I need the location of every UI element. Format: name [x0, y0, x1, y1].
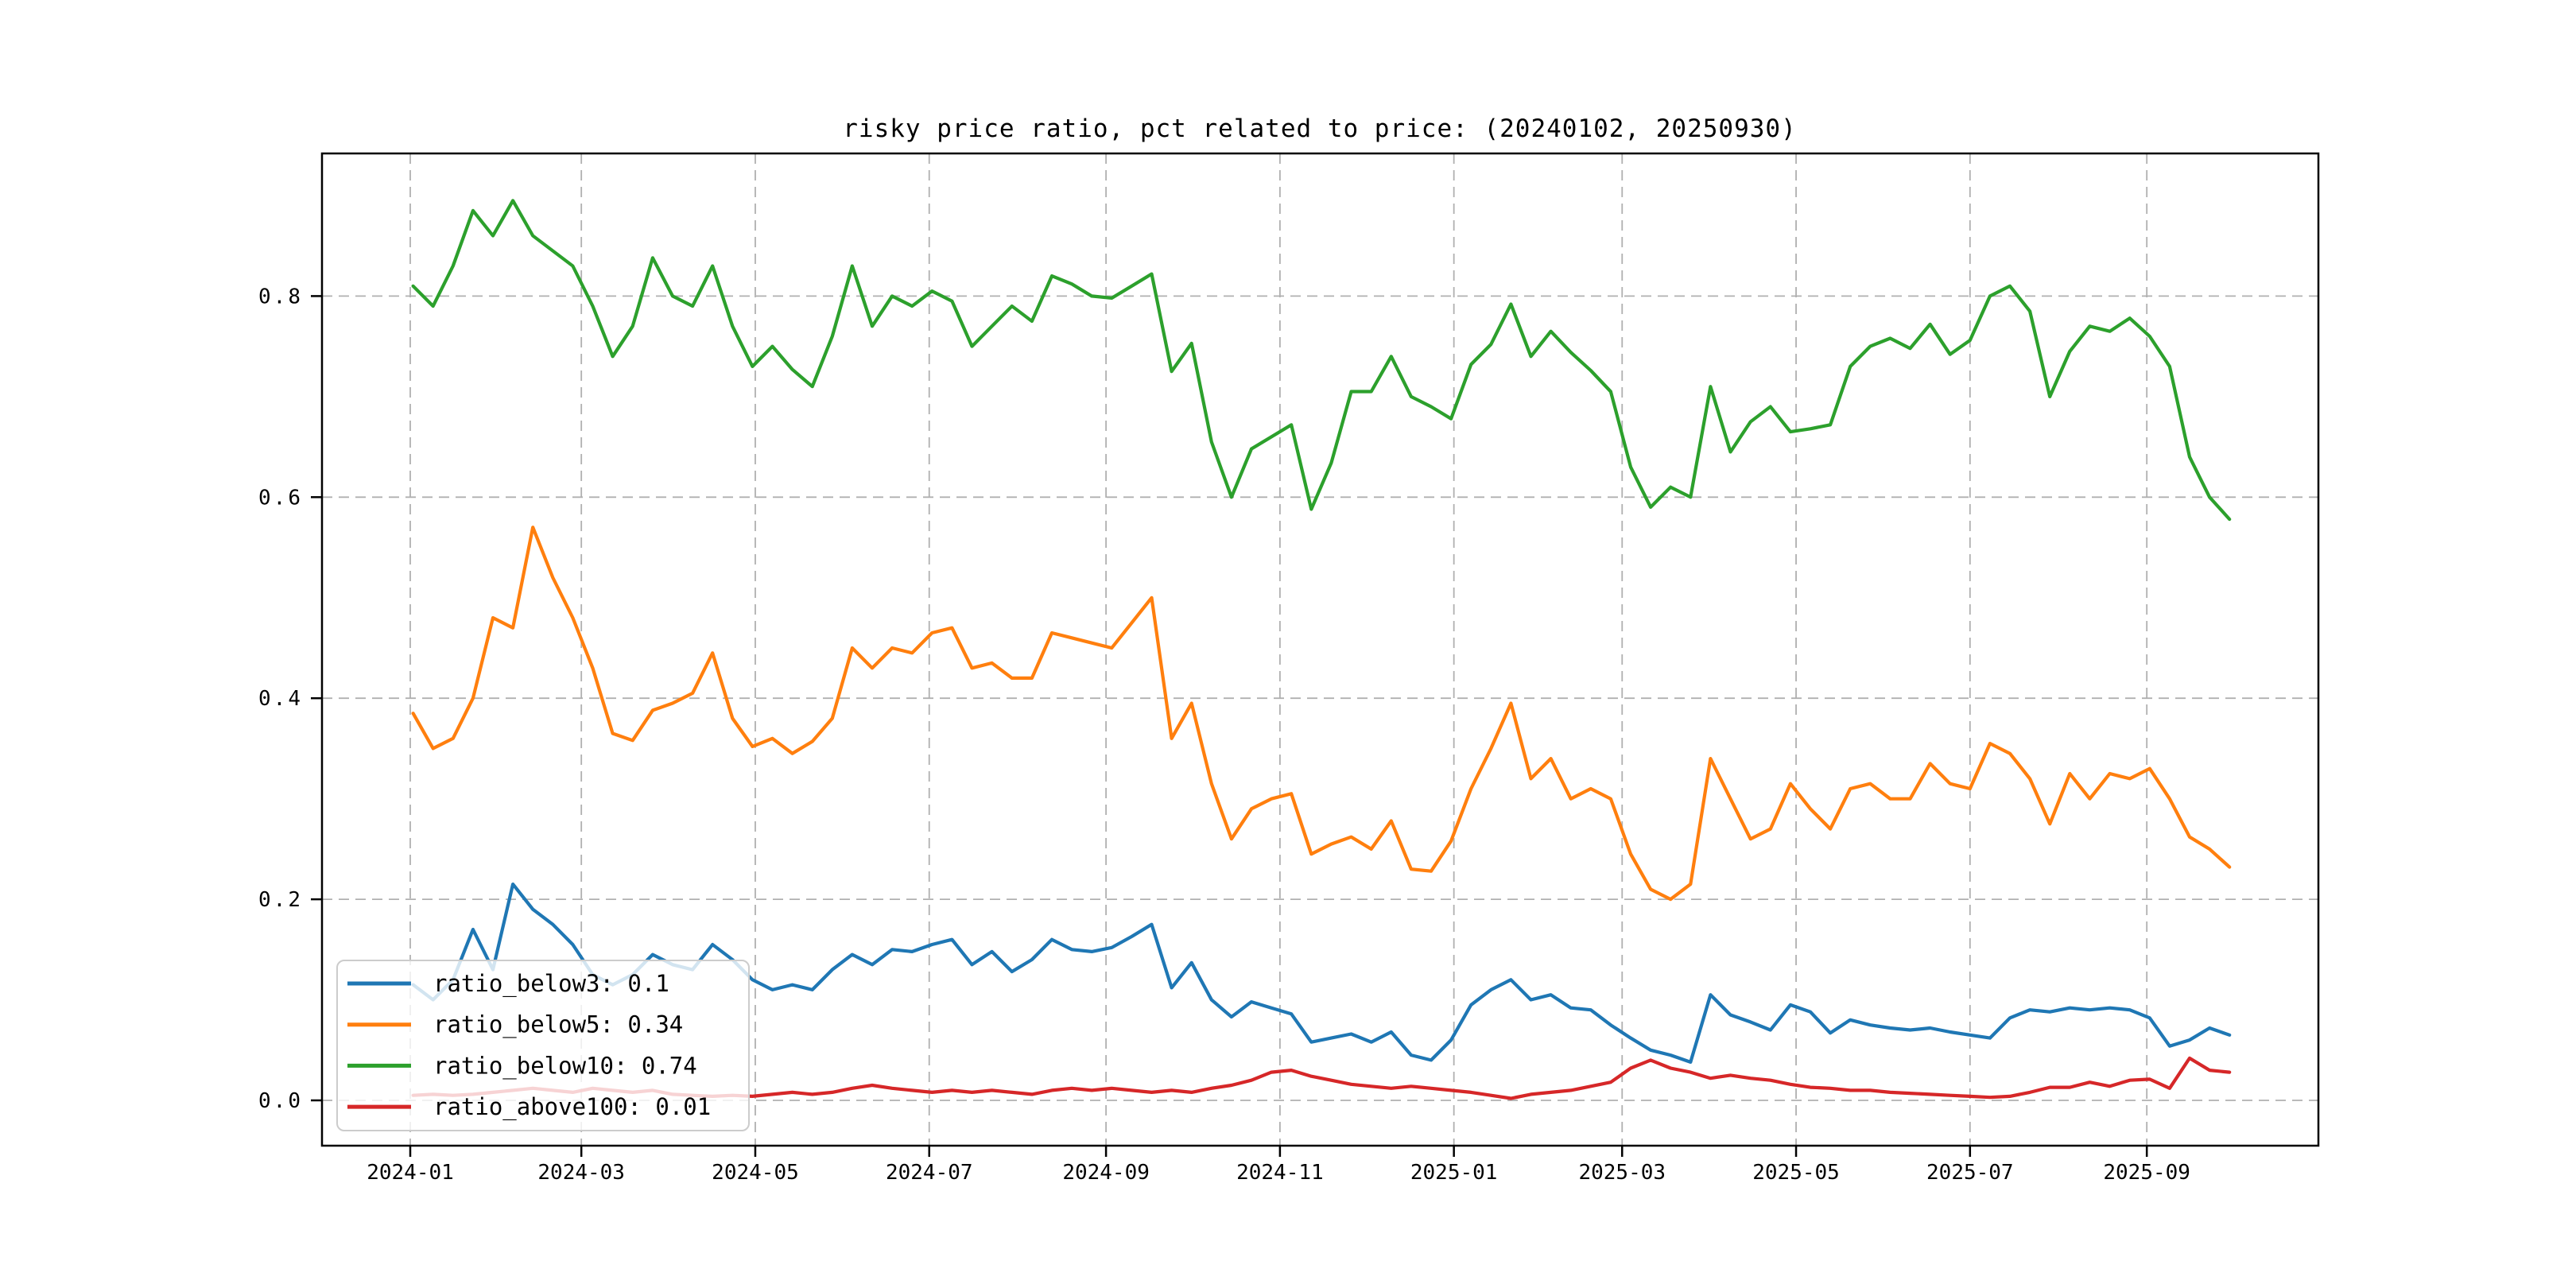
- x-tick-label: 2024-11: [1236, 1161, 1324, 1185]
- chart-title: risky price ratio, pct related to price:…: [843, 114, 1796, 143]
- legend-label-ratio_below10: ratio_below10: 0.74: [433, 1052, 697, 1080]
- legend-label-ratio_above100: ratio_above100: 0.01: [433, 1093, 711, 1121]
- x-axis-tick-labels: 2024-01 2024-03 2024-05 2024-07 2024-09 2024-…: [367, 1161, 2190, 1185]
- x-tick-label: 2024-07: [886, 1161, 973, 1185]
- y-tick-label: 0.4: [258, 687, 303, 711]
- x-tick-label: 2024-05: [712, 1161, 799, 1185]
- axis-ticks: [311, 295, 2148, 1157]
- x-tick-label: 2025-07: [1926, 1161, 2014, 1185]
- series-lines: [411, 199, 2232, 1100]
- series-line-ratio_below10: [411, 199, 2232, 522]
- y-tick-label: 0.0: [258, 1089, 303, 1113]
- y-tick-label: 0.8: [258, 285, 303, 308]
- x-tick-label: 2025-05: [1752, 1161, 1840, 1185]
- x-tick-label: 2024-03: [537, 1161, 625, 1185]
- series-line-ratio_below3: [411, 882, 2232, 1065]
- x-tick-label: 2024-09: [1062, 1161, 1150, 1185]
- x-tick-label: 2025-01: [1410, 1161, 1498, 1185]
- x-tick-label: 2025-09: [2103, 1161, 2190, 1185]
- legend-label-ratio_below3: ratio_below3: 0.1: [433, 970, 669, 998]
- legend-box: [336, 960, 750, 1131]
- series-line-ratio_below5: [411, 526, 2232, 902]
- plot-border: [320, 152, 2320, 1147]
- x-tick-label: 2025-03: [1578, 1161, 1666, 1185]
- y-tick-label: 0.6: [258, 486, 303, 510]
- y-tick-label: 0.2: [258, 888, 303, 912]
- y-axis-tick-labels: 0.0 0.2 0.4 0.6 0.8: [258, 285, 303, 1113]
- legend: ratio_below3: 0.1 ratio_below5: 0.34 ratio…: [336, 960, 750, 1131]
- x-tick-label: 2024-01: [367, 1161, 454, 1185]
- legend-label-ratio_below5: ratio_below5: 0.34: [433, 1011, 683, 1039]
